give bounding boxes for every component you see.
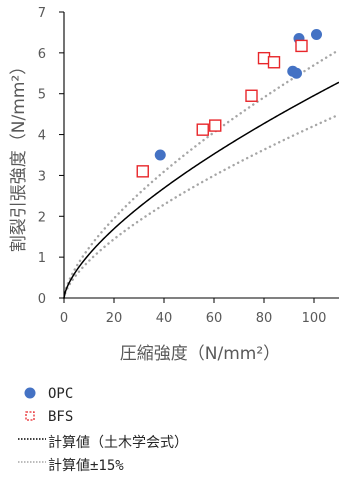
bfs-point: [136, 165, 149, 178]
bfs-point: [196, 123, 209, 136]
legend-opc-label: OPC: [48, 386, 74, 402]
x-tick-label: 80: [256, 311, 273, 326]
y-tick-label: 3: [38, 169, 46, 184]
x-tick-label: 0: [60, 311, 68, 326]
y-tick-label: 1: [38, 251, 46, 266]
bfs-point: [267, 56, 281, 69]
lower-limit-line: [62, 113, 339, 300]
legend-calc-label: 計算値（土木学会式）: [48, 435, 188, 451]
legend-calc-range-line-icon: [18, 461, 46, 463]
y-tick-label: 6: [38, 47, 46, 62]
y-tick-label: 0: [38, 292, 46, 307]
opc-point: [154, 149, 166, 161]
legend-opc-marker-icon: [24, 387, 36, 399]
y-ticks: 0 1 2 3 4 5 6 7: [38, 6, 64, 307]
x-axis-title: 圧縮強度（N/mm²）: [120, 344, 280, 364]
x-tick-label: 40: [156, 311, 173, 326]
y-axis-title: 割裂引張強度（N/mm²）: [9, 58, 29, 252]
y-tick-label: 2: [38, 210, 46, 225]
y-tick-label: 5: [38, 88, 46, 103]
bfs-point: [209, 119, 222, 132]
x-tick-label: 60: [206, 311, 223, 326]
x-tick-label: 100: [302, 311, 327, 326]
upper-limit-line: [62, 48, 339, 300]
opc-point: [311, 28, 322, 40]
plot-points: [136, 28, 322, 178]
bfs-point: [295, 39, 308, 53]
y-tick-label: 7: [38, 6, 46, 21]
plot-frame: [63, 12, 339, 299]
x-tick-label: 20: [106, 311, 123, 326]
legend-bfs-marker-icon: [25, 411, 35, 421]
calc-line: [63, 81, 339, 299]
opc-point: [291, 67, 302, 79]
legend-calc-line-icon: [18, 438, 46, 440]
bfs-point: [245, 89, 258, 102]
legend-calc-range-label: 計算値±15%: [48, 458, 124, 474]
x-ticks: 0 20 40 60 80 100: [60, 298, 327, 326]
legend-bfs-label: BFS: [48, 409, 74, 425]
y-tick-label: 4: [38, 129, 46, 144]
plot-lines: [62, 48, 339, 300]
